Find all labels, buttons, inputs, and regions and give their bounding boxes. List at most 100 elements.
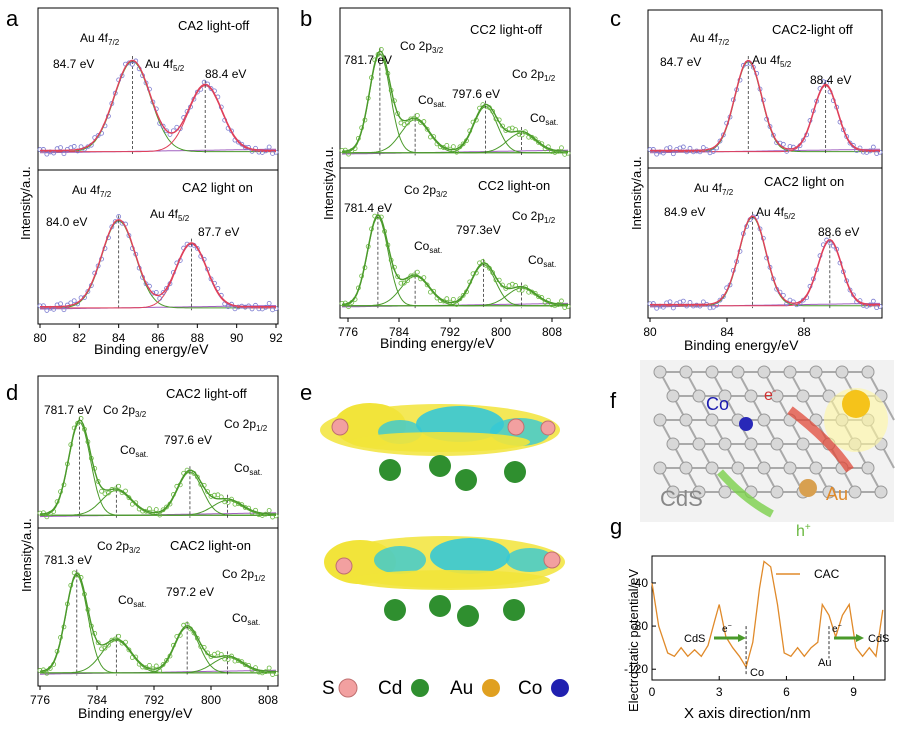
panel-a-bottom-peak1-value: 84.0 eV [46, 215, 87, 229]
panel-a-top-title: CA2 light-off [178, 18, 250, 33]
panel-b-tick-label: 784 [389, 325, 409, 339]
d-bottom-raw-point [106, 642, 111, 648]
lattice-atom [796, 389, 810, 403]
d-top-raw-point [95, 479, 101, 484]
panel-c-top-title: CAC2-light off [772, 22, 853, 37]
panel-g-xlabel: X axis direction/nm [684, 705, 811, 722]
d-bottom-raw-point [157, 668, 163, 674]
b-top-raw-point [519, 132, 525, 138]
panel-b-tick-label: 776 [338, 325, 358, 339]
panel-g-xtick-label: 3 [716, 685, 723, 699]
panel-c-bottom-peak1-value: 84.9 eV [664, 205, 705, 219]
panel-c-bottom-title: CAC2 light on [764, 174, 844, 189]
sun-glow [824, 388, 888, 452]
panel-a-xlabel: Binding energy/eV [94, 341, 209, 357]
b-top-raw-point [506, 126, 512, 132]
panel-b-bottom-main1: Co 2p3/2 [404, 183, 448, 199]
c-top-raw-point [687, 145, 693, 151]
panel-d-bottom-value2: 797.2 eV [166, 585, 214, 599]
b-top-raw-point [405, 120, 410, 126]
b-bottom-raw-point [519, 287, 525, 293]
panel-d-bottom-value1: 781.3 eV [44, 553, 92, 567]
lattice-atom [861, 365, 875, 379]
a-bottom-raw-point [157, 296, 163, 301]
panel-d-tick-label: 776 [30, 693, 50, 707]
potential-line-cac [651, 560, 884, 669]
d-top-raw-point [266, 508, 272, 513]
a-bottom-raw-point [160, 290, 166, 295]
panel-c-bottom-peak1-label: Au 4f7/2 [694, 181, 734, 197]
lattice-atom [757, 461, 771, 475]
c-top-raw-point [647, 147, 653, 152]
b-top-raw-point [346, 151, 351, 157]
d-bottom-raw-point [160, 662, 166, 667]
b-bottom-raw-point [346, 304, 351, 310]
d-bottom-raw-point [129, 655, 135, 660]
b-bottom-raw-point [500, 282, 505, 288]
lattice-atom [770, 485, 784, 499]
lattice-atom [770, 437, 784, 451]
panel-d-bottom-sat1: Cosat. [118, 593, 146, 609]
panel-c-tick-label: 88 [797, 325, 811, 339]
panel-c-top-spectrum [647, 56, 883, 157]
lattice-atom [692, 389, 706, 403]
b-bottom-raw-point [424, 282, 430, 288]
b-top-raw-point [457, 144, 463, 150]
panel-a-xticks: 80 82 84 86 88 90 92 [33, 324, 283, 345]
lattice-atom [731, 365, 745, 379]
panel-d-tick-label: 792 [144, 693, 164, 707]
b-bottom-raw-point [405, 278, 410, 283]
panel-d-tick-label: 800 [201, 693, 221, 707]
d-top-raw-point [41, 510, 46, 516]
d-bottom-raw-point [222, 656, 228, 662]
panel-d-top-sat2: Cosat. [234, 461, 262, 477]
panel-b-bottom-title: CC2 light-on [478, 178, 550, 193]
d-top-raw-point [160, 507, 166, 513]
d-bottom-raw-point [71, 570, 77, 576]
b-top-raw-point [450, 144, 456, 150]
lattice-atom [679, 413, 693, 427]
arrow-left-head [738, 634, 746, 642]
panel-d-top-title: CAC2 light-off [166, 386, 247, 401]
c-bottom-raw-point [667, 299, 673, 305]
b-top-fit [341, 50, 569, 153]
panel-a-frame [37, 7, 279, 325]
d-top-raw-point [222, 499, 228, 505]
panel-g-ytick-label: -40 [631, 576, 649, 590]
lattice-atom [744, 437, 758, 451]
lattice-atom [757, 365, 771, 379]
b-bottom-raw-point [457, 296, 463, 302]
b-top-raw-point [559, 145, 564, 151]
d-top-raw-point [215, 492, 221, 498]
d-bottom-raw-point [95, 640, 101, 646]
c-bottom-raw-point [870, 298, 876, 304]
panel-c-xlabel: Binding energy/eV [684, 337, 799, 353]
d-top-raw-point [99, 488, 104, 494]
lattice-atom [692, 485, 706, 499]
panel-a-tick-label: 80 [33, 331, 47, 345]
a-bottom-raw-point [71, 298, 77, 304]
cds-label: CdS [660, 486, 703, 511]
c-top-raw-point [844, 134, 850, 139]
panel-a-top-spectrum [37, 56, 279, 157]
panel-d-xlabel: Binding energy/eV [78, 705, 193, 721]
lattice-atom [666, 437, 680, 451]
panel-e: e [300, 380, 569, 699]
panel-letter-a: a [6, 6, 19, 31]
c-top-raw-point [714, 145, 720, 151]
panel-b-top-main1: Co 2p3/2 [400, 39, 444, 55]
co-atom [739, 417, 753, 431]
a-bottom-raw-point [116, 214, 122, 219]
panel-b-bottom-sat1: Cosat. [414, 239, 442, 255]
panel-b-tick-label: 792 [440, 325, 460, 339]
b-top-raw-point [444, 142, 450, 148]
panel-b-top-sat2: Cosat. [530, 111, 558, 127]
lattice-atom [705, 413, 719, 427]
panel-a-bottom-title: CA2 light on [182, 180, 253, 195]
lattice-atom [718, 389, 732, 403]
d-top-raw-point [225, 500, 231, 505]
panel-g-ytick-label: -80 [631, 619, 649, 633]
d-top-raw-point [106, 490, 111, 496]
c-bottom-raw-point [654, 305, 660, 311]
